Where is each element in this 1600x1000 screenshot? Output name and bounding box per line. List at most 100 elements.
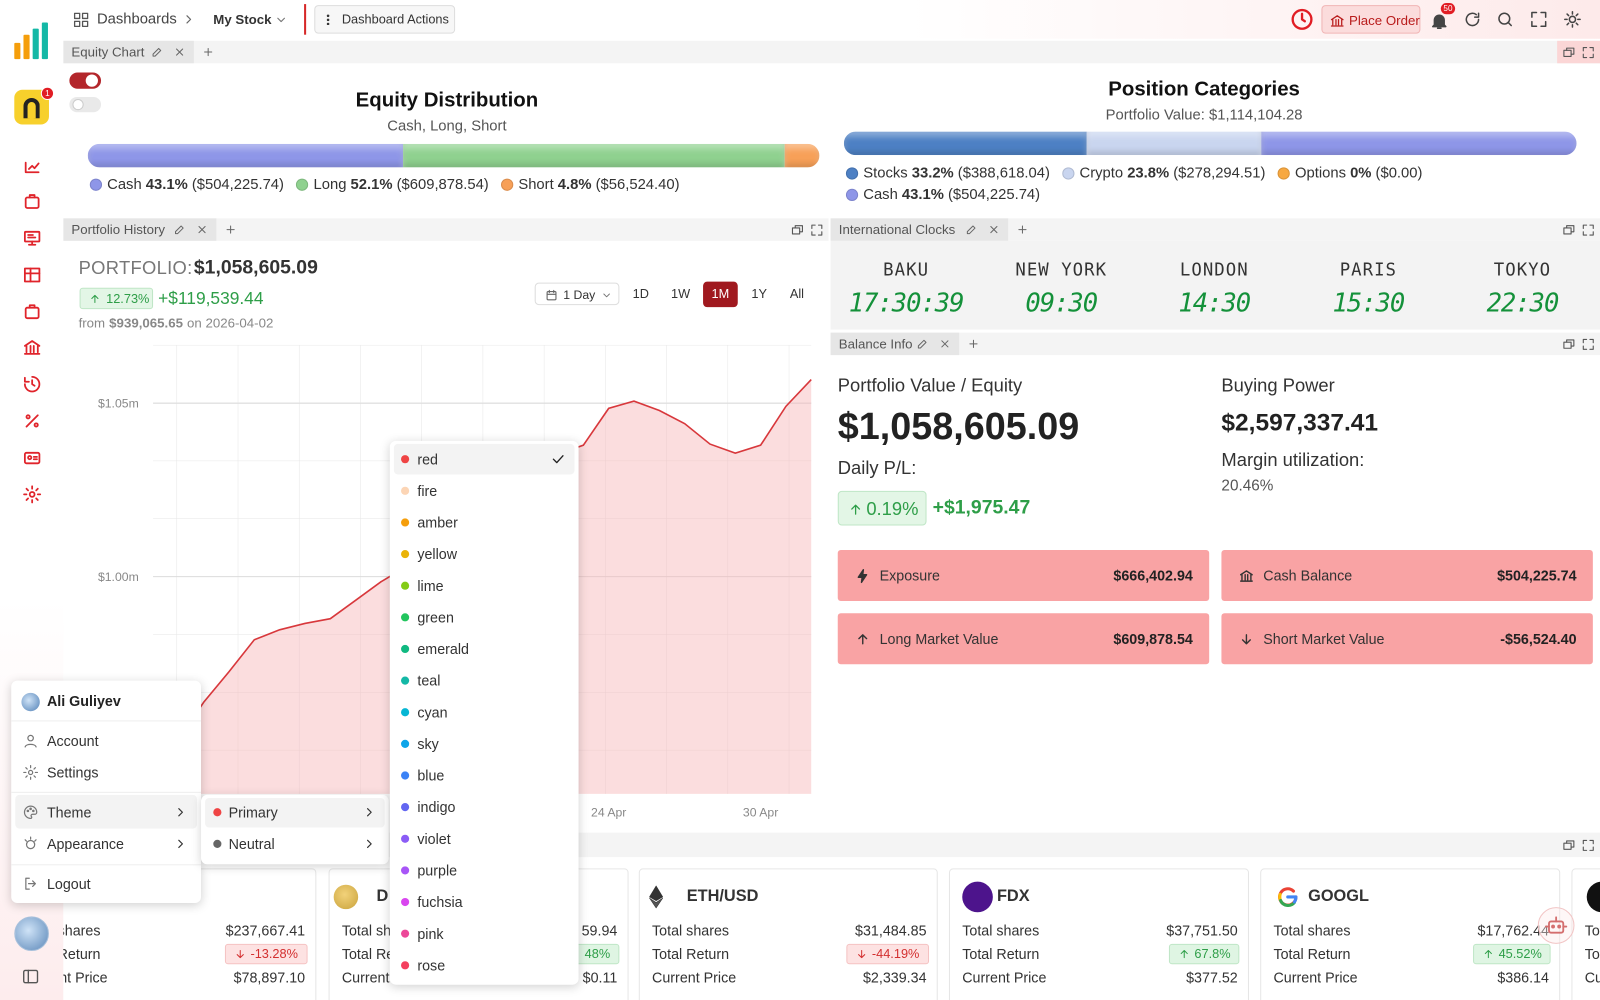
- legend-item[interactable]: Long 52.1% ($609,878.54): [296, 177, 489, 193]
- clock-time: 14:30: [1178, 288, 1251, 318]
- toggle[interactable]: [69, 72, 102, 89]
- nav-icon[interactable]: [22, 191, 41, 210]
- nav-icon[interactable]: [22, 411, 41, 430]
- panel-popout[interactable]: [1562, 223, 1575, 236]
- panel-fullscreen[interactable]: [1581, 838, 1594, 851]
- legend-item[interactable]: Crypto 23.8% ($278,294.51): [1062, 165, 1265, 182]
- tab[interactable]: International Clocks: [830, 218, 1009, 241]
- color-option[interactable]: green: [417, 609, 454, 626]
- color-option[interactable]: fuchsia: [417, 893, 463, 911]
- tab-add[interactable]: [202, 46, 214, 58]
- holding-card[interactable]: GOOGL Total shares $17,762.44 Total Return 4…: [1260, 868, 1561, 1000]
- nav-icon[interactable]: [22, 156, 41, 175]
- place-order[interactable]: Place Order: [1321, 5, 1421, 34]
- tab-close: [939, 338, 951, 350]
- menu-icon: [22, 876, 38, 892]
- menu-item[interactable]: Logout: [46, 875, 91, 892]
- icon-part: [29, 807, 32, 811]
- legend-item[interactable]: Cash 43.1% ($504,225.74): [89, 177, 284, 193]
- avatar[interactable]: [14, 916, 49, 952]
- sidebar-toggle[interactable]: [21, 967, 39, 985]
- card-icon: [1238, 568, 1253, 583]
- notifications[interactable]: [1429, 11, 1448, 30]
- toggle[interactable]: [69, 96, 102, 113]
- color-option[interactable]: sky: [417, 735, 439, 753]
- panel-fullscreen[interactable]: [1581, 223, 1594, 236]
- nav-icon[interactable]: [22, 374, 41, 393]
- legend-item[interactable]: Options 0% ($0.00): [1277, 165, 1422, 182]
- panel-fullscreen[interactable]: [810, 223, 823, 236]
- color-option[interactable]: emerald: [417, 640, 469, 658]
- nav-icon[interactable]: [22, 447, 41, 466]
- dashboard-actions[interactable]: Dashboard Actions: [314, 5, 456, 34]
- tab-add[interactable]: [1016, 223, 1028, 235]
- legend-item[interactable]: Stocks 33.2% ($388,618.04): [845, 165, 1050, 182]
- icon-part: [22, 484, 41, 503]
- legend-item[interactable]: Short 4.8% ($56,524.40): [500, 177, 680, 193]
- color-option[interactable]: blue: [417, 767, 445, 784]
- menu-item[interactable]: Account: [46, 732, 99, 749]
- menu-hover: [205, 797, 385, 828]
- icon-part: [236, 949, 244, 959]
- interval-select[interactable]: 1 Day: [534, 282, 620, 306]
- panel-fullscreen[interactable]: [1581, 45, 1594, 58]
- bar-segment: [403, 143, 785, 168]
- color-option[interactable]: pink: [417, 925, 444, 942]
- panel-popout[interactable]: [1562, 45, 1575, 58]
- icon-part: [1465, 12, 1480, 27]
- color-menu: red fire amber yellow lime green emerald teal cy…: [389, 440, 579, 985]
- dashboard-select[interactable]: My Stock: [204, 4, 296, 35]
- holding-card[interactable]: ETH/USD Total shares $31,484.85 Total Retur…: [638, 868, 938, 1000]
- range-button[interactable]: 1Y: [751, 286, 767, 302]
- menu-item[interactable]: Appearance: [46, 835, 124, 853]
- color-option[interactable]: rose: [417, 957, 446, 974]
- range-button[interactable]: 1W: [671, 286, 691, 302]
- icon-part: [73, 12, 88, 27]
- submenu-item[interactable]: Neutral: [228, 835, 275, 853]
- nav-icon[interactable]: [22, 337, 41, 356]
- color-option[interactable]: teal: [417, 672, 441, 689]
- holding-card[interactable]: Total shares Total Return Current Price: [1571, 868, 1600, 1000]
- color-option[interactable]: fire: [417, 482, 438, 499]
- tab-add[interactable]: [967, 338, 979, 350]
- breadcrumb[interactable]: Dashboards: [96, 11, 177, 28]
- range-button[interactable]: 1M: [711, 286, 730, 302]
- color-option[interactable]: cyan: [417, 704, 448, 721]
- nav-icon[interactable]: [22, 484, 41, 503]
- search-button[interactable]: [1496, 10, 1514, 28]
- color-option[interactable]: red: [417, 451, 438, 468]
- menu-separator: [11, 864, 202, 866]
- color-option[interactable]: violet: [417, 830, 451, 847]
- range-button[interactable]: 1D: [632, 286, 649, 302]
- color-option[interactable]: purple: [417, 862, 458, 879]
- panel-fullscreen[interactable]: [1581, 337, 1594, 350]
- tab[interactable]: Balance Info: [830, 332, 960, 356]
- tab[interactable]: Portfolio History: [63, 218, 217, 241]
- expand-button[interactable]: [1530, 10, 1548, 28]
- color-option[interactable]: lime: [417, 577, 444, 594]
- menu-item[interactable]: Theme: [46, 804, 92, 821]
- panel-popout[interactable]: [790, 223, 803, 236]
- panel-popout[interactable]: [1562, 838, 1575, 851]
- nav-icon[interactable]: [22, 302, 41, 321]
- tab-add[interactable]: [224, 223, 236, 235]
- tab[interactable]: Equity Chart: [63, 40, 194, 64]
- icon-part: [1286, 895, 1298, 904]
- menu-item[interactable]: Settings: [46, 764, 99, 781]
- panel-popout[interactable]: [1562, 337, 1575, 350]
- alarm[interactable]: [1291, 8, 1313, 30]
- range-button[interactable]: All: [789, 286, 805, 302]
- nav-icon[interactable]: [22, 228, 41, 247]
- submenu-item[interactable]: Primary: [228, 804, 278, 821]
- theme-dot: [213, 839, 222, 848]
- nav-icon[interactable]: [22, 265, 41, 284]
- color-option[interactable]: yellow: [417, 545, 458, 563]
- sun-button[interactable]: [1563, 10, 1581, 28]
- legend-item[interactable]: Cash 43.1% ($504,225.74): [845, 187, 1040, 203]
- color-option[interactable]: indigo: [417, 798, 456, 816]
- refresh-button[interactable]: [1463, 10, 1481, 28]
- color-option[interactable]: amber: [417, 514, 458, 531]
- x-tick-label: 30 Apr: [743, 805, 778, 819]
- stacked-bar: [843, 131, 1577, 156]
- holding-card[interactable]: FDX Total shares $37,751.50 Total Return 67.…: [948, 868, 1249, 1000]
